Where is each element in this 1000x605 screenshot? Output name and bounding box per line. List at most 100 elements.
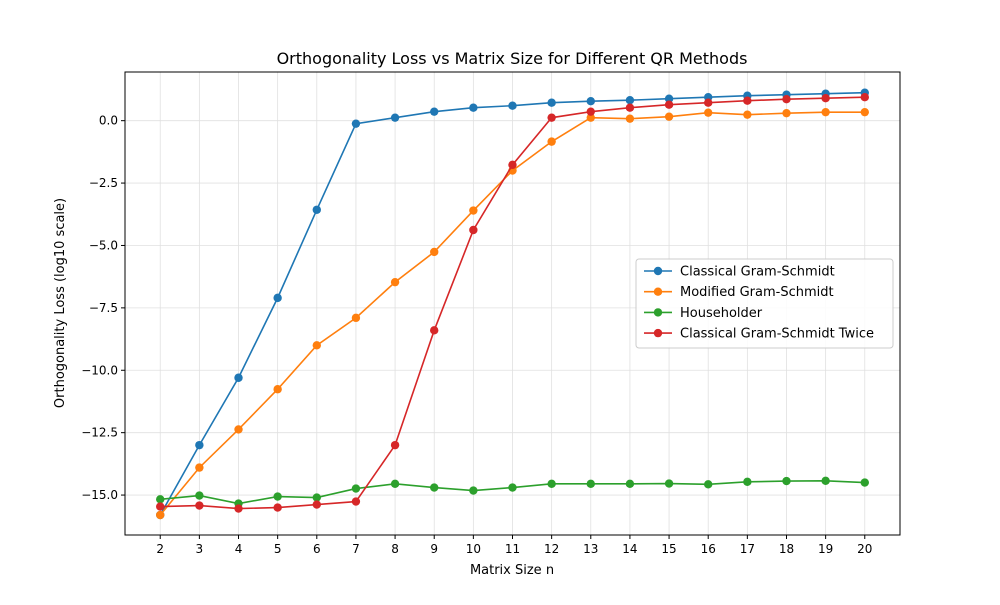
data-point-classical-gram-schmidt-twice — [273, 503, 282, 512]
data-point-householder — [273, 492, 282, 501]
data-point-classical-gram-schmidt — [195, 440, 204, 450]
data-point-classical-gram-schmidt — [664, 94, 674, 103]
data-point-classical-gram-schmidt — [234, 373, 243, 382]
y-axis-label: Orthogonality Loss (log10 scale) — [53, 198, 68, 408]
data-point-householder — [743, 477, 752, 487]
x-tick-label: 17 — [740, 542, 755, 556]
data-point-classical-gram-schmidt-twice — [821, 94, 830, 103]
data-point-modified-gram-schmidt — [586, 113, 595, 122]
data-point-modified-gram-schmidt — [782, 108, 791, 118]
data-point-classical-gram-schmidt-twice — [351, 497, 361, 506]
chart-title: Orthogonality Loss vs Matrix Size for Di… — [277, 49, 748, 68]
legend-marker — [653, 287, 663, 296]
data-point-modified-gram-schmidt — [547, 137, 556, 146]
legend-label: Householder — [680, 306, 763, 321]
data-point-classical-gram-schmidt-twice — [547, 113, 556, 122]
legend-label: Classical Gram-Schmidt Twice — [680, 327, 874, 342]
data-point-householder — [860, 478, 869, 487]
legend-marker — [653, 266, 663, 276]
data-point-classical-gram-schmidt-twice — [664, 100, 674, 109]
data-point-modified-gram-schmidt — [625, 114, 635, 123]
legend-box — [635, 258, 894, 349]
y-tick-label: −2.5 — [89, 176, 118, 190]
data-point-modified-gram-schmidt — [469, 206, 478, 215]
data-point-householder — [782, 476, 791, 486]
y-tick-label: −5.0 — [89, 238, 118, 252]
x-tick-label: 16 — [701, 542, 716, 556]
legend-label: Modified Gram-Schmidt — [680, 285, 834, 300]
data-point-modified-gram-schmidt — [664, 112, 674, 121]
x-tick-label: 7 — [352, 542, 360, 556]
y-tick-label: −7.5 — [89, 301, 118, 315]
data-point-householder — [312, 493, 321, 502]
data-point-householder — [390, 479, 400, 489]
data-point-modified-gram-schmidt — [351, 313, 361, 323]
data-point-classical-gram-schmidt-twice — [156, 502, 165, 511]
x-tick-label: 6 — [313, 542, 321, 556]
data-point-modified-gram-schmidt — [704, 108, 713, 117]
data-point-householder — [156, 495, 165, 504]
data-point-classical-gram-schmidt-twice — [195, 501, 204, 510]
data-point-classical-gram-schmidt-twice — [743, 96, 752, 105]
x-axis-label: Matrix Size n — [470, 563, 554, 578]
data-point-classical-gram-schmidt — [547, 98, 556, 107]
legend-label: Classical Gram-Schmidt — [680, 265, 835, 280]
data-point-classical-gram-schmidt — [469, 103, 478, 112]
data-point-classical-gram-schmidt-twice — [234, 504, 243, 513]
x-tick-label: 18 — [779, 542, 794, 556]
legend-marker — [653, 308, 663, 317]
data-point-classical-gram-schmidt-twice — [860, 93, 869, 102]
x-tick-label: 3 — [196, 542, 204, 556]
data-point-classical-gram-schmidt — [390, 113, 400, 122]
data-point-modified-gram-schmidt — [312, 341, 321, 350]
x-tick-label: 14 — [622, 542, 637, 556]
x-tick-label: 10 — [466, 542, 481, 556]
data-point-classical-gram-schmidt-twice — [312, 500, 321, 509]
data-point-modified-gram-schmidt — [743, 110, 752, 119]
data-point-householder — [821, 476, 830, 486]
x-tick-label: 15 — [661, 542, 676, 556]
x-tick-label: 20 — [857, 542, 872, 556]
data-point-modified-gram-schmidt — [273, 385, 282, 394]
data-point-modified-gram-schmidt — [430, 247, 439, 257]
data-point-classical-gram-schmidt — [312, 205, 321, 214]
legend: Classical Gram-Schmidt Modified Gram-Schm… — [635, 258, 894, 349]
x-tick-label: 19 — [818, 542, 833, 556]
data-point-householder — [195, 491, 204, 500]
data-point-modified-gram-schmidt — [860, 107, 869, 117]
data-point-householder — [351, 484, 361, 493]
data-point-classical-gram-schmidt-twice — [390, 440, 400, 450]
data-point-classical-gram-schmidt — [625, 96, 635, 105]
y-tick-label: −15.0 — [81, 488, 118, 502]
data-point-modified-gram-schmidt — [234, 425, 243, 434]
legend-marker — [653, 328, 663, 338]
x-tick-label: 11 — [505, 542, 520, 556]
y-tick-label: −12.5 — [81, 426, 118, 440]
x-tick-label: 9 — [430, 542, 438, 556]
y-tick-label: 0.0 — [99, 114, 118, 128]
data-point-classical-gram-schmidt-twice — [704, 98, 713, 107]
data-point-householder — [586, 479, 595, 489]
y-tick-label: −10.0 — [81, 363, 118, 377]
data-point-classical-gram-schmidt-twice — [430, 326, 439, 335]
x-tick-label: 4 — [235, 542, 243, 556]
data-point-classical-gram-schmidt-twice — [625, 103, 635, 112]
data-point-classical-gram-schmidt — [273, 293, 282, 303]
x-tick-label: 12 — [544, 542, 559, 556]
data-point-householder — [508, 483, 517, 492]
data-point-modified-gram-schmidt — [195, 463, 204, 472]
plot-frame — [124, 71, 901, 536]
data-point-modified-gram-schmidt — [156, 510, 165, 520]
data-point-modified-gram-schmidt — [821, 107, 830, 117]
data-point-classical-gram-schmidt-twice — [469, 225, 478, 235]
data-point-householder — [469, 486, 478, 495]
x-tick-label: 13 — [583, 542, 598, 556]
x-tick-label: 5 — [274, 542, 282, 556]
data-point-householder — [704, 480, 713, 489]
data-point-householder — [547, 479, 556, 489]
data-point-householder — [664, 479, 674, 488]
data-point-classical-gram-schmidt — [430, 107, 439, 116]
data-point-classical-gram-schmidt — [586, 97, 595, 106]
